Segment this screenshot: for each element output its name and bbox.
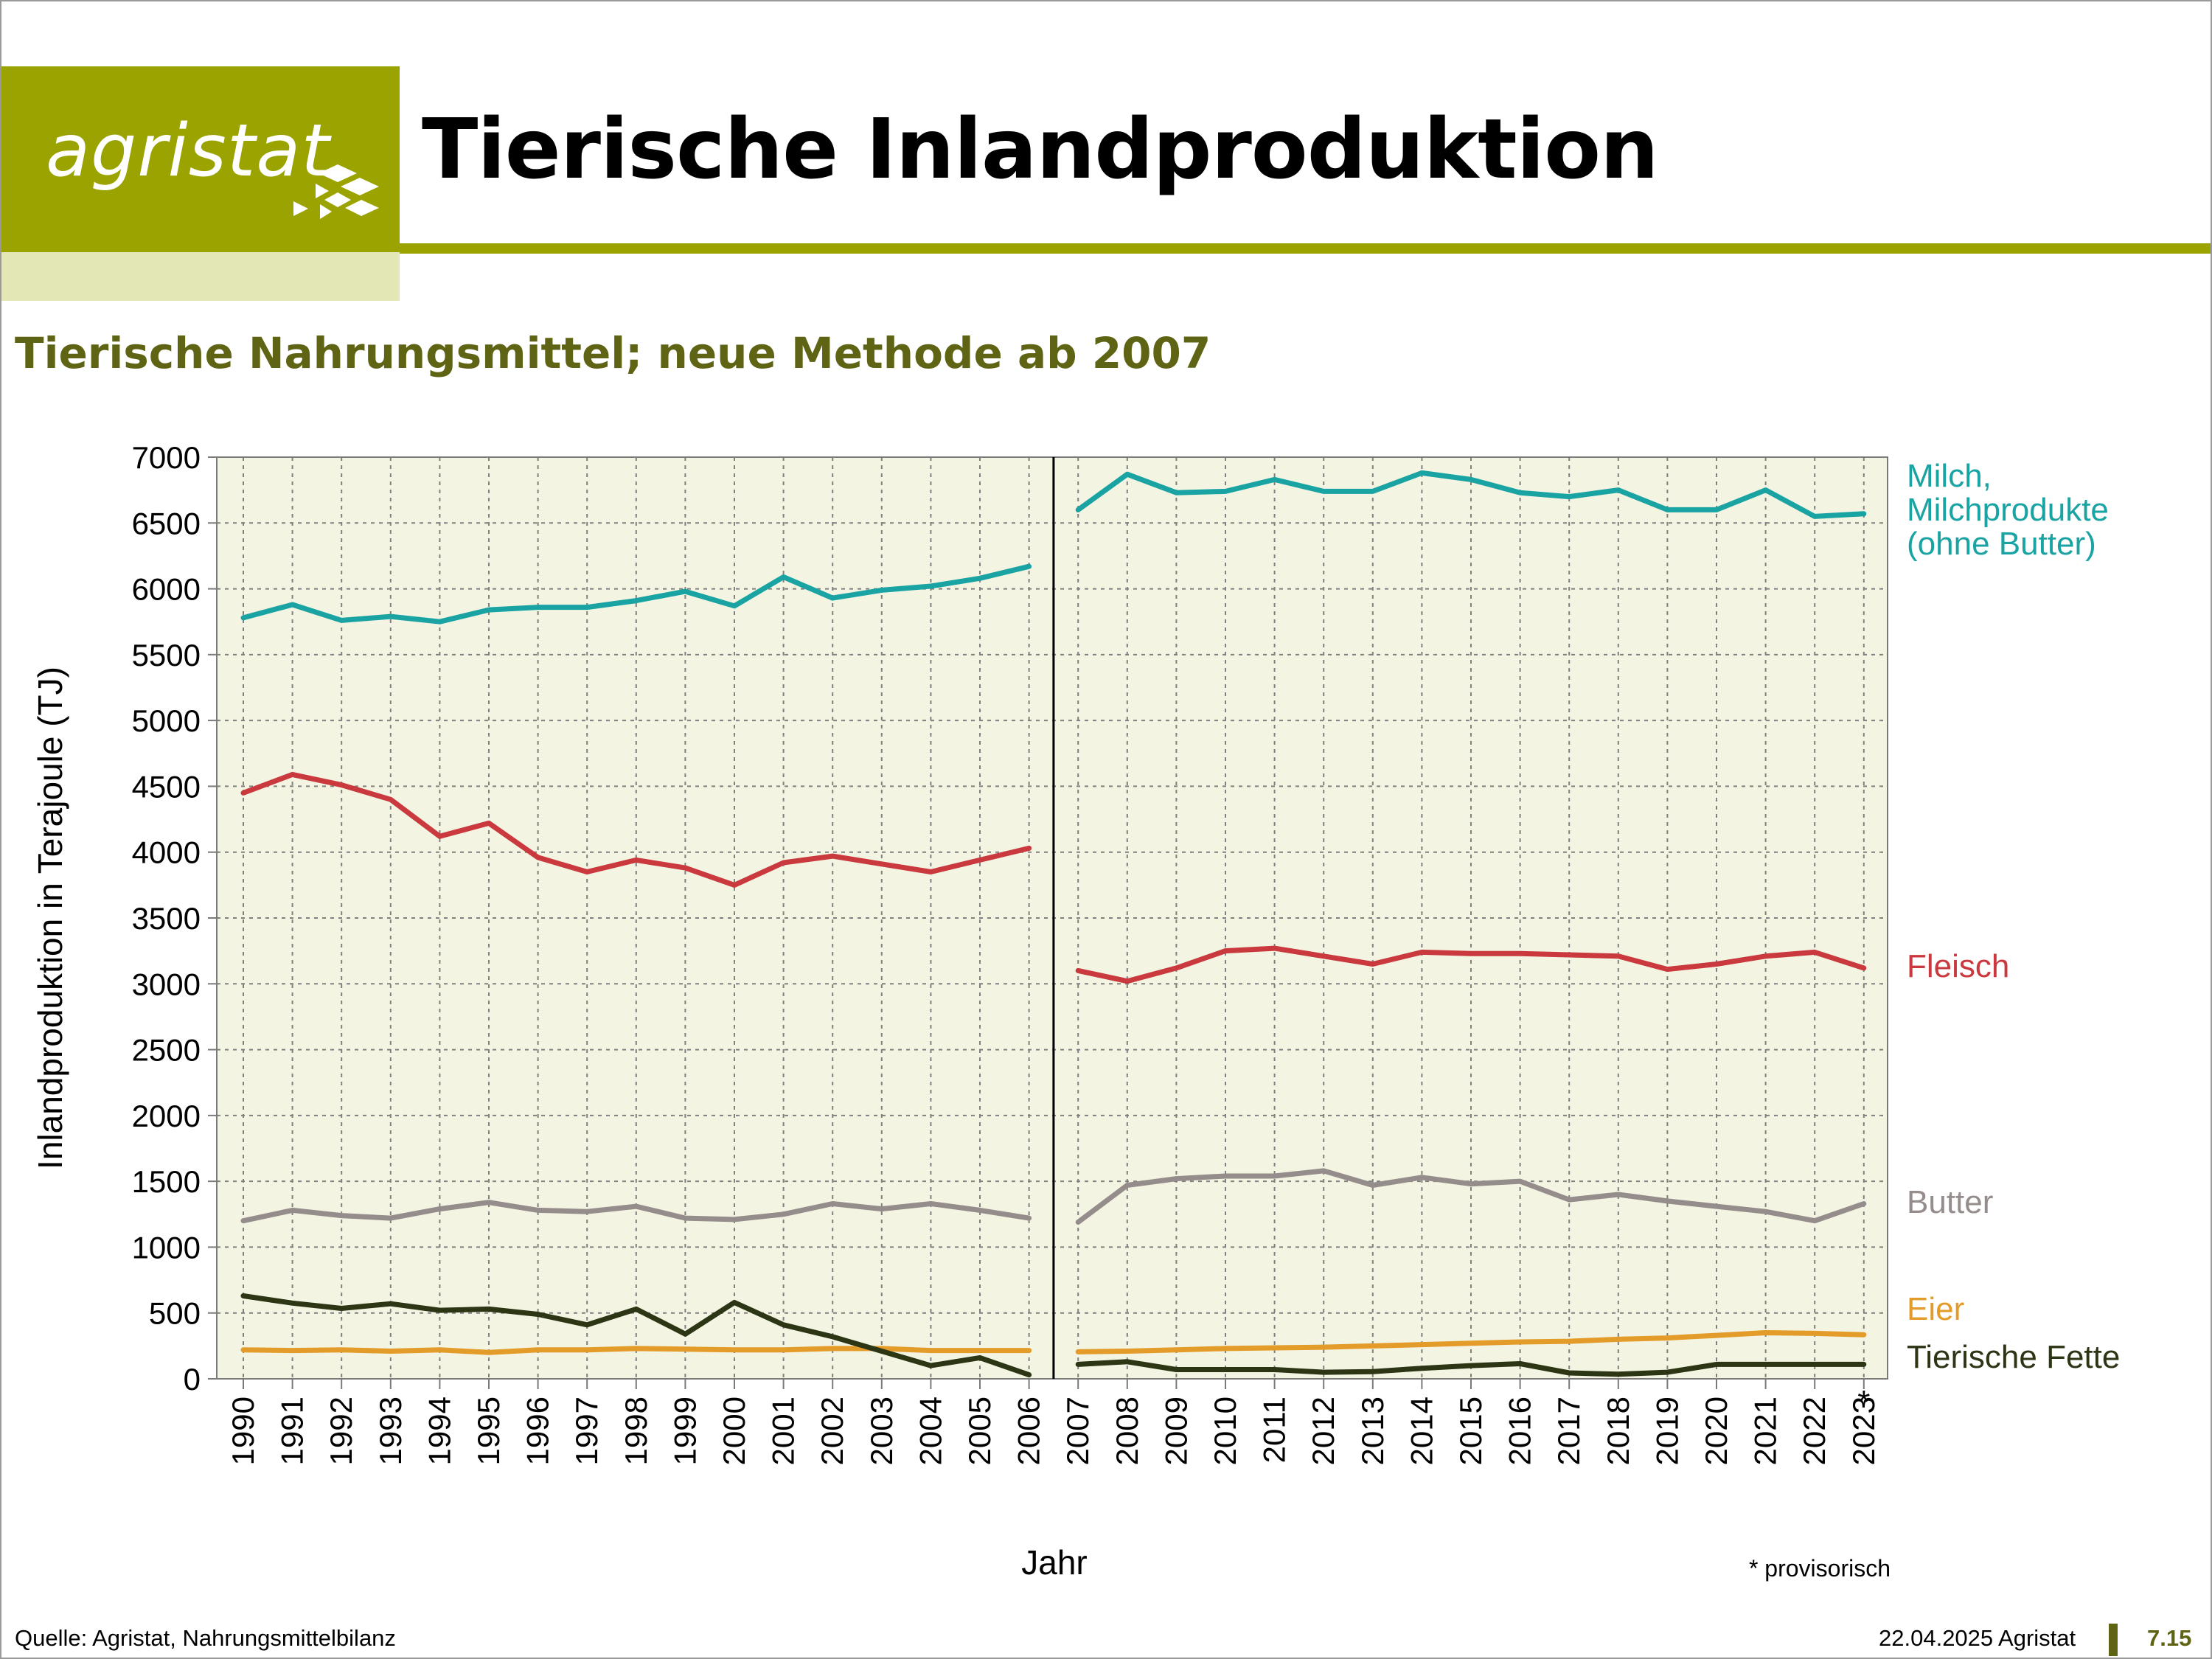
x-tick-label: 2005 [962, 1397, 997, 1465]
x-tick-label: 2018 [1601, 1397, 1635, 1465]
series-label: Tierische Fette [1907, 1339, 2120, 1375]
agristat-logo-text: agristat [46, 109, 330, 193]
chart-subtitle: Tierische Nahrungsmittel; neue Methode a… [15, 328, 1211, 378]
x-tick-label: 2022 [1797, 1397, 1832, 1465]
y-tick-label: 3000 [132, 967, 201, 1001]
x-tick-label: 2017 [1551, 1397, 1586, 1465]
x-tick-label: 2021 [1748, 1397, 1783, 1465]
x-tick-label: 1996 [521, 1397, 555, 1465]
x-tick-label: 1994 [422, 1397, 456, 1465]
logo-underlay [1, 252, 400, 301]
series-line-new-method [1075, 470, 1867, 519]
x-tick-label: 2000 [717, 1397, 751, 1465]
x-tick-label: 2023 [1846, 1397, 1881, 1465]
series-line-new-method [1075, 1359, 1867, 1377]
x-tick-label: 2001 [766, 1397, 801, 1465]
series-line-old-method [240, 1346, 1032, 1355]
x-tick-label: 1998 [619, 1397, 653, 1465]
x-tick-label: 2003 [864, 1397, 899, 1465]
series-line-old-method [240, 1200, 1032, 1224]
y-tick-label: 1000 [132, 1230, 201, 1265]
series-line-new-method [1075, 1330, 1867, 1354]
x-tick-label: 2012 [1306, 1397, 1340, 1465]
y-tick-label: 1500 [132, 1164, 201, 1199]
y-tick-label: 4000 [132, 835, 201, 870]
source-note: Quelle: Agristat, Nahrungsmittelbilanz [15, 1625, 396, 1651]
x-tick-label: 2016 [1503, 1397, 1537, 1465]
x-tick-label: 2020 [1699, 1397, 1733, 1465]
y-tick-label: 5000 [132, 703, 201, 738]
x-tick-label: 1990 [226, 1397, 260, 1465]
series-line-old-method [240, 1293, 1032, 1378]
x-tick-label: 1997 [569, 1397, 604, 1465]
x-tick-label: 2010 [1208, 1397, 1242, 1465]
y-tick-label: 3500 [132, 901, 201, 936]
x-axis-title: Jahr [1021, 1543, 1087, 1582]
logo-box [1, 66, 400, 252]
series-label: Fleisch [1907, 948, 2009, 984]
series-label: (ohne Butter) [1907, 526, 2096, 562]
x-tick-label: 2009 [1158, 1397, 1193, 1465]
header-rule [400, 243, 2211, 254]
x-tick-label: 2006 [1012, 1397, 1046, 1465]
footer-date: 22.04.2025 Agristat [1879, 1625, 2076, 1651]
page-number: 7.15 [2147, 1625, 2192, 1651]
x-tick-label: 2014 [1404, 1397, 1439, 1465]
agristat-logo-mark-icon [293, 164, 379, 219]
line-chart: 0 500 1000 1500 2000 2500 3000 3500 4000 4500 5000… [31, 440, 2120, 1582]
y-tick-label: 7000 [132, 440, 201, 475]
series-label: Milch, [1907, 458, 1992, 494]
footer-divider [2109, 1624, 2118, 1656]
y-axis-title: Inlandproduktion in Terajoule (TJ) [31, 667, 69, 1169]
x-tick-label: 1995 [471, 1397, 506, 1465]
x-tick-label: 2002 [815, 1397, 849, 1465]
y-tick-label: 6500 [132, 506, 201, 540]
series-line-new-method [1075, 945, 1867, 984]
x-tick-label: 1993 [373, 1397, 408, 1465]
page-title: Tierische Inlandproduktion [422, 102, 1659, 198]
series-line-old-method [240, 771, 1032, 888]
y-tick-label: 2000 [132, 1099, 201, 1133]
x-tick-label: 2015 [1453, 1397, 1488, 1465]
provisional-marker: * [1857, 1384, 1870, 1420]
series-label: Butter [1907, 1184, 1993, 1220]
x-tick-label: 2011 [1257, 1397, 1292, 1463]
y-tick-label: 5500 [132, 638, 201, 672]
series-label: Milchprodukte [1907, 492, 2109, 528]
x-tick-label: 2004 [913, 1397, 947, 1465]
footnote: * provisorisch [1749, 1555, 1891, 1582]
y-tick-label: 2500 [132, 1033, 201, 1068]
x-tick-label: 2013 [1355, 1397, 1390, 1465]
y-tick-label: 0 [184, 1362, 201, 1397]
x-tick-label: 2008 [1110, 1397, 1144, 1465]
x-tick-label: 2007 [1060, 1397, 1095, 1465]
series-line-old-method [240, 563, 1032, 625]
series-label: Eier [1907, 1291, 1964, 1327]
x-tick-label: 1999 [667, 1397, 702, 1465]
series-line-new-method [1075, 1168, 1867, 1225]
y-tick-label: 6000 [132, 572, 201, 607]
y-tick-label: 500 [149, 1296, 201, 1331]
x-tick-label: 1991 [275, 1397, 310, 1465]
y-tick-label: 4500 [132, 769, 201, 804]
x-tick-label: 2019 [1649, 1397, 1684, 1465]
x-tick-label: 1992 [324, 1397, 358, 1465]
